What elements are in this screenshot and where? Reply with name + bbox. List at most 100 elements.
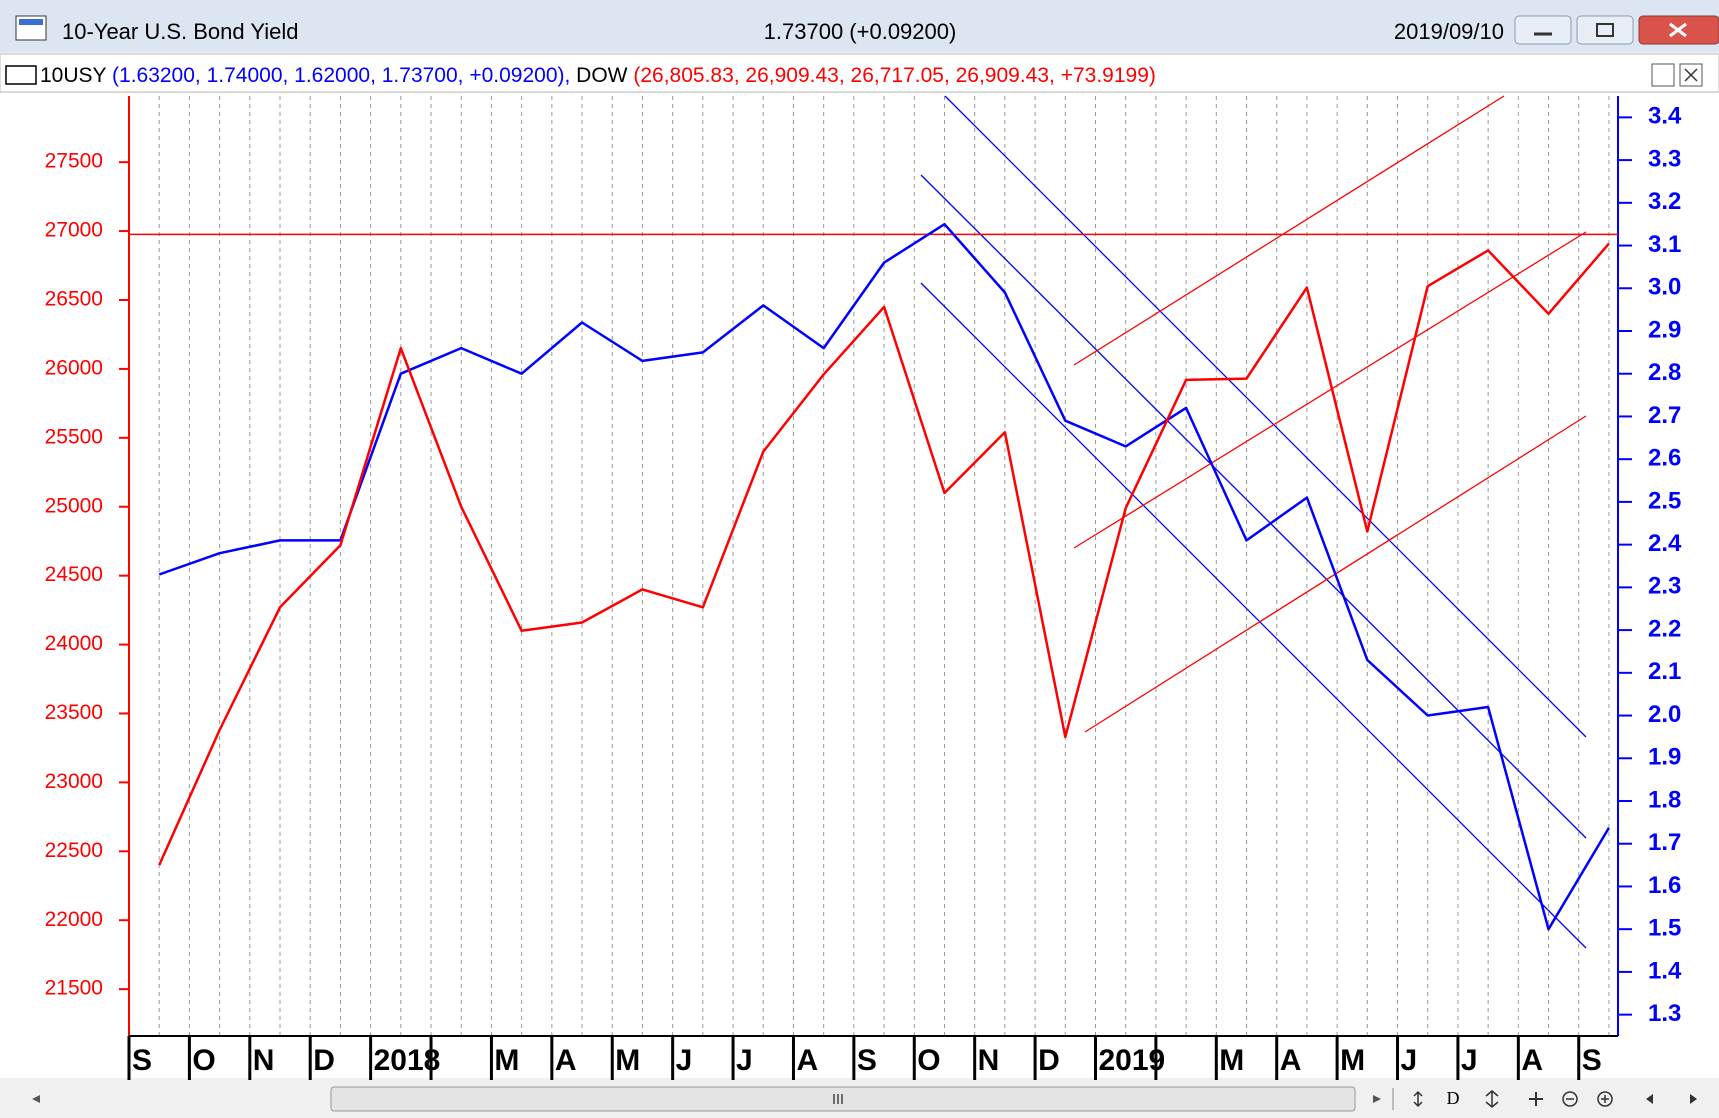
maximize-icon (1596, 23, 1614, 37)
y2-tick-label: 3.3 (1648, 145, 1681, 172)
x-tick-label: D (1038, 1044, 1060, 1077)
scroll-thumb[interactable] (330, 1086, 1356, 1112)
x-tick-label: O (192, 1044, 215, 1077)
legend-name: 10USY (40, 64, 107, 87)
y2-tick-label: 1.6 (1648, 872, 1681, 899)
x-tick-label: 2019 (1098, 1044, 1165, 1077)
tool-move[interactable] (1529, 1092, 1543, 1106)
x-tick-label: A (555, 1044, 577, 1077)
legend-name: DOW (576, 64, 628, 87)
x-tick-label: S (1582, 1044, 1602, 1077)
tool-zoom-in-icon (1601, 1095, 1609, 1103)
x-tick-label: M (615, 1044, 640, 1077)
y2-tick-label: 3.1 (1648, 231, 1681, 258)
y-tick-label: 25000 (45, 494, 103, 517)
y2-tick-label: 2.5 (1648, 487, 1681, 514)
y-tick-label: 25500 (45, 425, 103, 448)
y-tick-label: 24000 (45, 632, 103, 655)
y-tick-label: 27000 (45, 219, 103, 242)
legend: 10USY (1.63200, 1.74000, 1.62000, 1.7370… (40, 64, 1156, 87)
blue-channel (920, 95, 1587, 949)
maximize-button[interactable] (1576, 15, 1634, 45)
channel-line (920, 282, 1587, 949)
grid-layer (119, 96, 1632, 1080)
y2-tick-label: 2.6 (1648, 445, 1681, 472)
channel-line (920, 174, 1587, 839)
x-tick-label: M (1340, 1044, 1365, 1077)
legend-icon (5, 65, 37, 85)
header-quote: 1.73700 (+0.09200) (764, 19, 957, 44)
y2-tick-label: 2.9 (1648, 316, 1681, 343)
title-bar (0, 0, 1719, 52)
tool-zoom-out[interactable] (1562, 1091, 1578, 1107)
app-icon-band (19, 19, 43, 25)
x-tick-label: N (978, 1044, 1000, 1077)
series-line (158, 242, 1610, 866)
y2-tick-label: 2.7 (1648, 402, 1681, 429)
y-tick-label: 23500 (45, 701, 103, 724)
y-tick-label: 27500 (45, 150, 103, 173)
y2-tick-label: 2.4 (1648, 530, 1682, 557)
scroll-right[interactable] (1373, 1095, 1381, 1103)
x-tick-label: J (676, 1044, 693, 1077)
y-tick-label: 26500 (45, 288, 103, 311)
x-tick-label: S (857, 1044, 877, 1077)
y2-tick-label: 3.0 (1648, 274, 1681, 301)
close-pane-icon (1684, 68, 1698, 82)
scroll-left[interactable] (32, 1095, 40, 1103)
x-tick-label: J (1461, 1044, 1478, 1077)
tool-vzoom[interactable] (1485, 1090, 1499, 1108)
legend-quote: (26,805.83, 26,909.43, 26,717.05, 26,909… (633, 64, 1156, 87)
series-line (158, 222, 1610, 931)
header-date: 2019/09/10 (1394, 19, 1504, 44)
x-tick-label: N (253, 1044, 275, 1077)
y2-tick-label: 1.7 (1648, 829, 1681, 856)
y-tick-label: 23000 (45, 770, 103, 793)
window-title: 10-Year U.S. Bond Yield (62, 19, 298, 44)
y2-tick-label: 1.3 (1648, 1000, 1681, 1027)
x-tick-label: S (132, 1044, 152, 1077)
scroll-grip (833, 1094, 843, 1104)
plot-background (0, 93, 1719, 1078)
y2-tick-label: 3.2 (1648, 188, 1681, 215)
x-tick-label: A (796, 1044, 818, 1077)
minimize-button[interactable] (1514, 15, 1572, 45)
y2-tick-label: 1.4 (1648, 957, 1682, 984)
y2-tick-label: 1.5 (1648, 915, 1681, 942)
marks-layer (129, 222, 1618, 931)
y2-tick-label: 2.3 (1648, 573, 1681, 600)
y2-tick-label: 2.2 (1648, 615, 1681, 642)
x-tick-label: J (736, 1044, 753, 1077)
y-tick-label: 22000 (45, 908, 103, 931)
x-tick-label: J (1401, 1044, 1418, 1077)
channel-line (1073, 95, 1505, 366)
channel-line (1073, 231, 1587, 549)
y2-tick-label: 2.1 (1648, 658, 1681, 685)
x-tick-label: M (494, 1044, 519, 1077)
channel-line (944, 95, 1587, 738)
tool-prev[interactable] (1646, 1094, 1653, 1104)
y-tick-label: 21500 (45, 977, 103, 1000)
y2-tick-label: 1.9 (1648, 744, 1681, 771)
x-tick-label: 2018 (374, 1044, 441, 1077)
y2-tick-label: 1.8 (1648, 786, 1681, 813)
legend-quote: (1.63200, 1.74000, 1.62000, 1.73700, +0.… (112, 64, 570, 87)
close-icon (1669, 22, 1687, 38)
tool-next[interactable] (1690, 1094, 1697, 1104)
y2-tick-label: 2.0 (1648, 701, 1681, 728)
legend-bar (0, 53, 1719, 93)
y-tick-label: 26000 (45, 356, 103, 379)
x-tick-label: A (1521, 1044, 1543, 1077)
restore-pane[interactable] (1651, 63, 1675, 87)
x-tick-label: D (313, 1044, 335, 1077)
x-tick-label: O (917, 1044, 940, 1077)
x-tick-label: A (1280, 1044, 1302, 1077)
tool-period[interactable]: D (1447, 1088, 1460, 1108)
y2-tick-label: 3.4 (1648, 103, 1682, 130)
y2-tick-label: 2.8 (1648, 359, 1681, 386)
tool-scale[interactable] (1413, 1090, 1423, 1108)
y-tick-label: 24500 (45, 563, 103, 586)
y-tick-label: 22500 (45, 839, 103, 862)
tool-zoom-in[interactable] (1597, 1091, 1613, 1107)
